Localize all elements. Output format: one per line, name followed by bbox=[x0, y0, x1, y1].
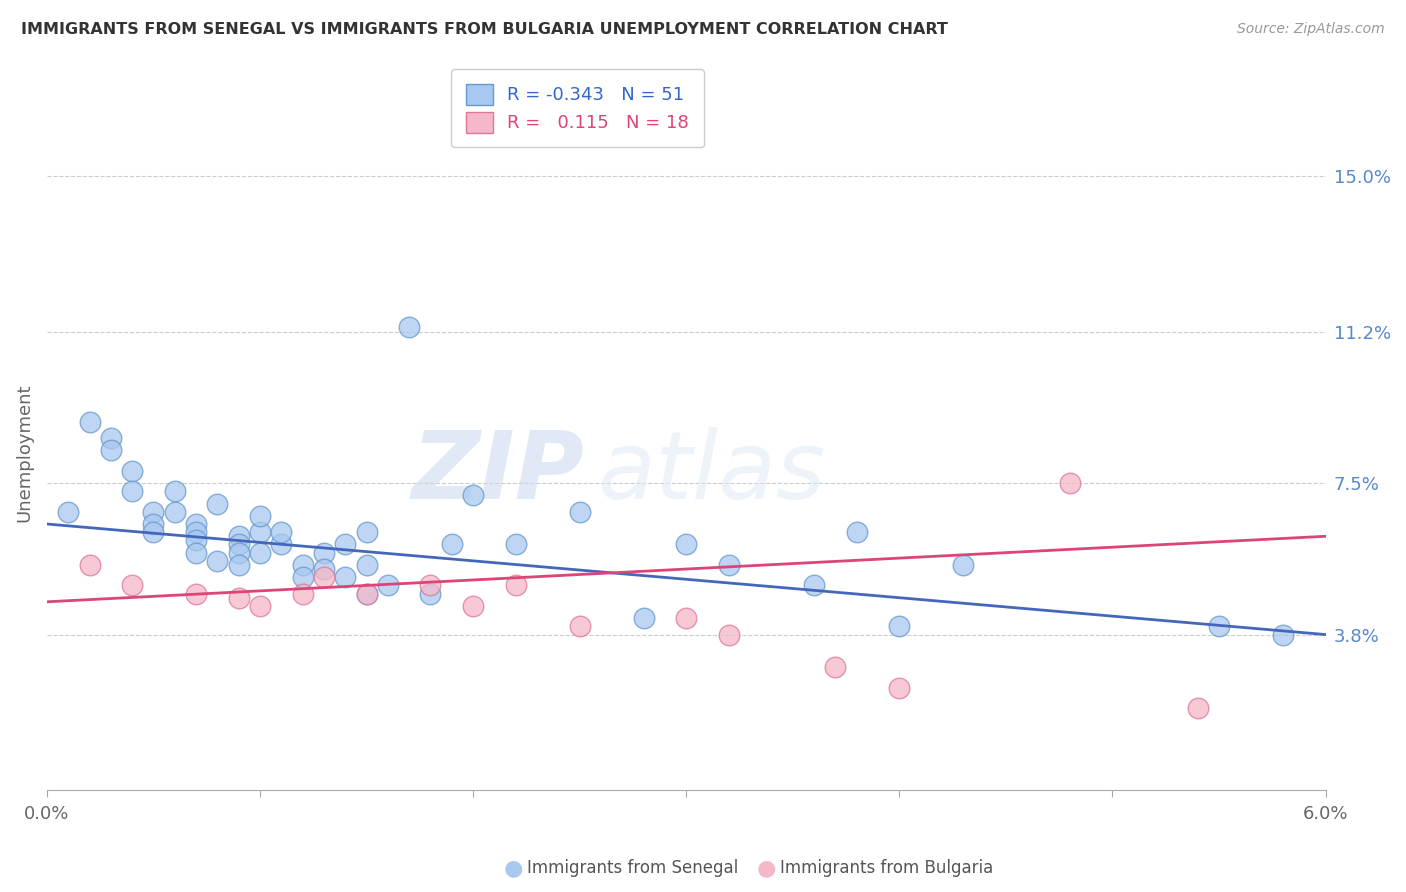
Point bbox=[845, 525, 868, 540]
Text: atlas: atlas bbox=[596, 427, 825, 518]
Point bbox=[58, 505, 80, 519]
Point bbox=[440, 537, 463, 551]
Point bbox=[184, 546, 207, 560]
Point bbox=[207, 554, 229, 568]
Point bbox=[100, 443, 122, 458]
Point bbox=[335, 570, 357, 584]
Point bbox=[1208, 619, 1230, 633]
Point bbox=[228, 591, 250, 605]
Point bbox=[207, 496, 229, 510]
Point bbox=[803, 578, 825, 592]
Point bbox=[184, 533, 207, 548]
Point bbox=[1187, 701, 1209, 715]
Point bbox=[952, 558, 974, 572]
Point bbox=[121, 464, 143, 478]
Point bbox=[356, 558, 378, 572]
Point bbox=[163, 484, 186, 499]
Point bbox=[419, 578, 441, 592]
Point bbox=[228, 529, 250, 543]
Point bbox=[675, 611, 697, 625]
Point bbox=[184, 525, 207, 540]
Point bbox=[568, 505, 591, 519]
Text: ZIP: ZIP bbox=[411, 426, 583, 518]
Point bbox=[184, 586, 207, 600]
Text: IMMIGRANTS FROM SENEGAL VS IMMIGRANTS FROM BULGARIA UNEMPLOYMENT CORRELATION CHA: IMMIGRANTS FROM SENEGAL VS IMMIGRANTS FR… bbox=[21, 22, 948, 37]
Point bbox=[79, 415, 101, 429]
Point bbox=[249, 508, 271, 523]
Point bbox=[419, 586, 441, 600]
Point bbox=[824, 660, 846, 674]
Point bbox=[889, 681, 911, 695]
Point bbox=[79, 558, 101, 572]
Point bbox=[717, 627, 740, 641]
Point bbox=[249, 525, 271, 540]
Point bbox=[249, 546, 271, 560]
Point bbox=[312, 570, 335, 584]
Point bbox=[461, 599, 484, 613]
Point bbox=[142, 505, 165, 519]
Point bbox=[505, 578, 527, 592]
Point bbox=[142, 516, 165, 531]
Point bbox=[184, 516, 207, 531]
Point bbox=[121, 578, 143, 592]
Point bbox=[461, 488, 484, 502]
Point bbox=[398, 320, 420, 334]
Point bbox=[291, 570, 314, 584]
Point bbox=[142, 525, 165, 540]
Point bbox=[505, 537, 527, 551]
Point bbox=[163, 505, 186, 519]
Point bbox=[633, 611, 655, 625]
Point bbox=[100, 431, 122, 445]
Point bbox=[1271, 627, 1294, 641]
Text: Immigrants from Bulgaria: Immigrants from Bulgaria bbox=[780, 859, 994, 877]
Point bbox=[356, 525, 378, 540]
Point bbox=[1059, 476, 1081, 491]
Point bbox=[121, 484, 143, 499]
Point bbox=[228, 558, 250, 572]
Point bbox=[270, 537, 292, 551]
Point bbox=[356, 586, 378, 600]
Legend: R = -0.343   N = 51, R =   0.115   N = 18: R = -0.343 N = 51, R = 0.115 N = 18 bbox=[451, 70, 703, 147]
Point bbox=[675, 537, 697, 551]
Point bbox=[356, 586, 378, 600]
Point bbox=[717, 558, 740, 572]
Text: Source: ZipAtlas.com: Source: ZipAtlas.com bbox=[1237, 22, 1385, 37]
Point bbox=[270, 525, 292, 540]
Y-axis label: Unemployment: Unemployment bbox=[15, 383, 32, 522]
Point bbox=[249, 599, 271, 613]
Point bbox=[312, 562, 335, 576]
Text: ●: ● bbox=[503, 858, 523, 878]
Point bbox=[889, 619, 911, 633]
Point bbox=[291, 586, 314, 600]
Point bbox=[228, 537, 250, 551]
Point bbox=[377, 578, 399, 592]
Point bbox=[291, 558, 314, 572]
Point bbox=[335, 537, 357, 551]
Point bbox=[228, 546, 250, 560]
Text: ●: ● bbox=[756, 858, 776, 878]
Text: Immigrants from Senegal: Immigrants from Senegal bbox=[527, 859, 738, 877]
Point bbox=[568, 619, 591, 633]
Point bbox=[312, 546, 335, 560]
